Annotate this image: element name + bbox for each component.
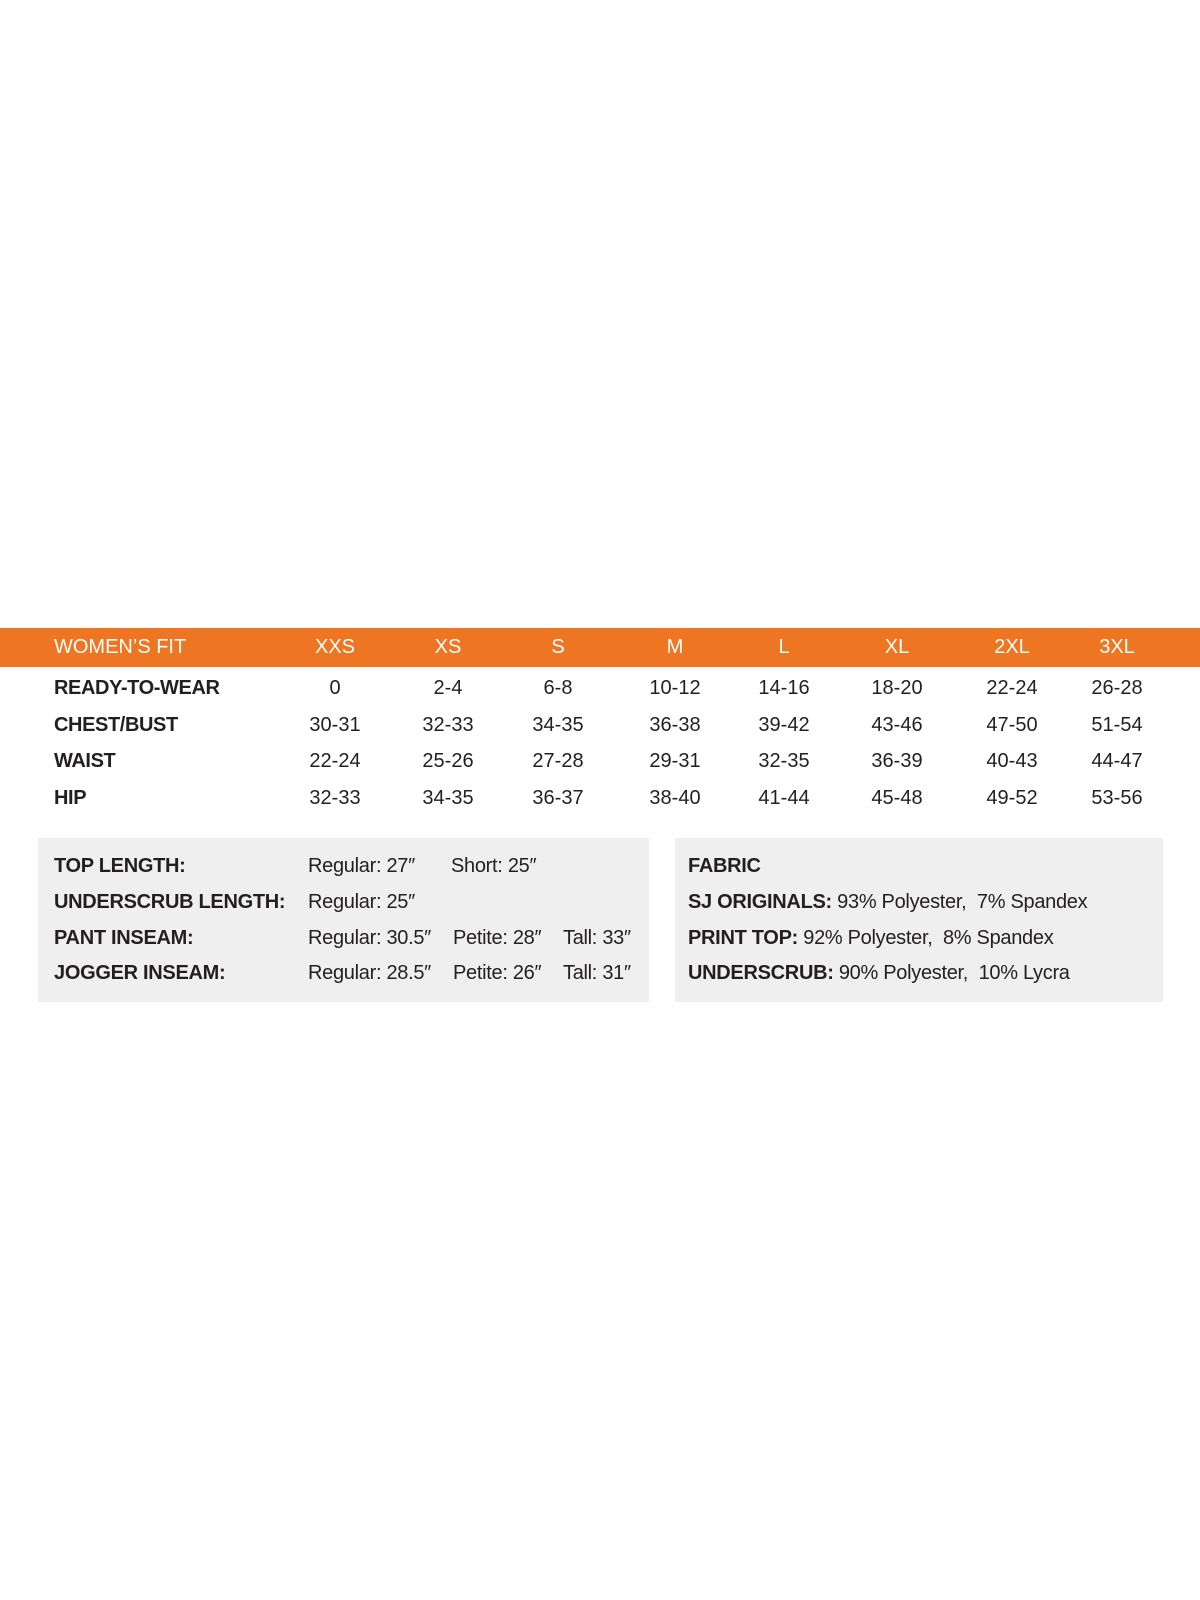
table-cell: 6-8 — [543, 677, 573, 699]
table-cell: 38-40 — [649, 787, 701, 809]
length-label: PANT INSEAM: — [54, 927, 194, 949]
size-header-s: S — [551, 636, 565, 658]
fabric-item: UNDERSCRUB: 90% Polyester, 10% Lycra — [688, 962, 1070, 985]
table-cell: 34-35 — [422, 787, 474, 809]
fabric-value: 92% Polyester, 8% Spandex — [803, 927, 1054, 949]
size-header-xxs: XXS — [314, 636, 356, 658]
row-label: WAIST — [54, 750, 116, 772]
length-panel — [38, 838, 649, 1002]
table-cell: 2-4 — [433, 677, 463, 699]
length-alt: Petite: 28″ — [453, 927, 542, 949]
table-title: WOMEN’S FIT — [54, 636, 187, 658]
table-cell: 25-26 — [422, 750, 474, 772]
length-regular: Regular: 30.5″ — [308, 927, 431, 949]
size-header-3xl: 3XL — [1099, 636, 1135, 658]
table-cell: 0 — [329, 677, 341, 699]
table-cell: 36-39 — [871, 750, 923, 772]
length-regular: Regular: 25″ — [308, 891, 415, 913]
table-cell: 34-35 — [532, 714, 584, 736]
size-header-xl: XL — [884, 636, 910, 658]
row-label: CHEST/BUST — [54, 714, 178, 736]
table-cell: 36-38 — [649, 714, 701, 736]
table-cell: 22-24 — [309, 750, 361, 772]
table-cell: 18-20 — [871, 677, 923, 699]
fabric-label: UNDERSCRUB: — [688, 962, 834, 984]
table-cell: 32-33 — [422, 714, 474, 736]
table-cell: 26-28 — [1091, 677, 1143, 699]
table-cell: 22-24 — [986, 677, 1038, 699]
size-header-2xl: 2XL — [994, 636, 1030, 658]
fabric-value: 90% Polyester, 10% Lycra — [838, 962, 1070, 984]
table-cell: 45-48 — [871, 787, 923, 809]
fabric-item: PRINT TOP: 92% Polyester, 8% Spandex — [688, 927, 1054, 950]
table-cell: 32-35 — [758, 750, 810, 772]
table-cell: 40-43 — [986, 750, 1038, 772]
fabric-label: SJ ORIGINALS: — [688, 891, 832, 913]
table-cell: 47-50 — [986, 714, 1038, 736]
table-cell: 30-31 — [309, 714, 361, 736]
table-cell: 49-52 — [986, 787, 1038, 809]
table-cell: 14-16 — [758, 677, 810, 699]
fabric-label: PRINT TOP: — [688, 927, 798, 949]
table-cell: 43-46 — [871, 714, 923, 736]
fabric-title: FABRIC — [688, 855, 761, 877]
size-header-m: M — [666, 636, 684, 658]
row-label: READY-TO-WEAR — [54, 677, 220, 699]
fabric-value: 93% Polyester, 7% Spandex — [837, 891, 1088, 913]
table-cell: 44-47 — [1091, 750, 1143, 772]
size-header-l: L — [778, 636, 790, 658]
length-tall: Tall: 31″ — [563, 962, 631, 984]
table-cell: 41-44 — [758, 787, 810, 809]
table-cell: 29-31 — [649, 750, 701, 772]
length-regular: Regular: 27″ — [308, 855, 415, 877]
table-cell: 32-33 — [309, 787, 361, 809]
table-cell: 51-54 — [1091, 714, 1143, 736]
length-alt: Petite: 26″ — [453, 962, 542, 984]
length-label: JOGGER INSEAM: — [54, 962, 226, 984]
length-alt: Short: 25″ — [451, 855, 537, 877]
table-cell: 39-42 — [758, 714, 810, 736]
table-cell: 53-56 — [1091, 787, 1143, 809]
fabric-panel — [675, 838, 1163, 1002]
length-label: TOP LENGTH: — [54, 855, 186, 877]
size-header-xs: XS — [434, 636, 462, 658]
length-label: UNDERSCRUB LENGTH: — [54, 891, 286, 913]
table-cell: 27-28 — [532, 750, 584, 772]
length-tall: Tall: 33″ — [563, 927, 631, 949]
length-regular: Regular: 28.5″ — [308, 962, 431, 984]
fabric-item: SJ ORIGINALS: 93% Polyester, 7% Spandex — [688, 891, 1088, 914]
size-chart-header-band — [0, 628, 1200, 667]
row-label: HIP — [54, 787, 87, 809]
table-cell: 10-12 — [649, 677, 701, 699]
table-cell: 36-37 — [532, 787, 584, 809]
